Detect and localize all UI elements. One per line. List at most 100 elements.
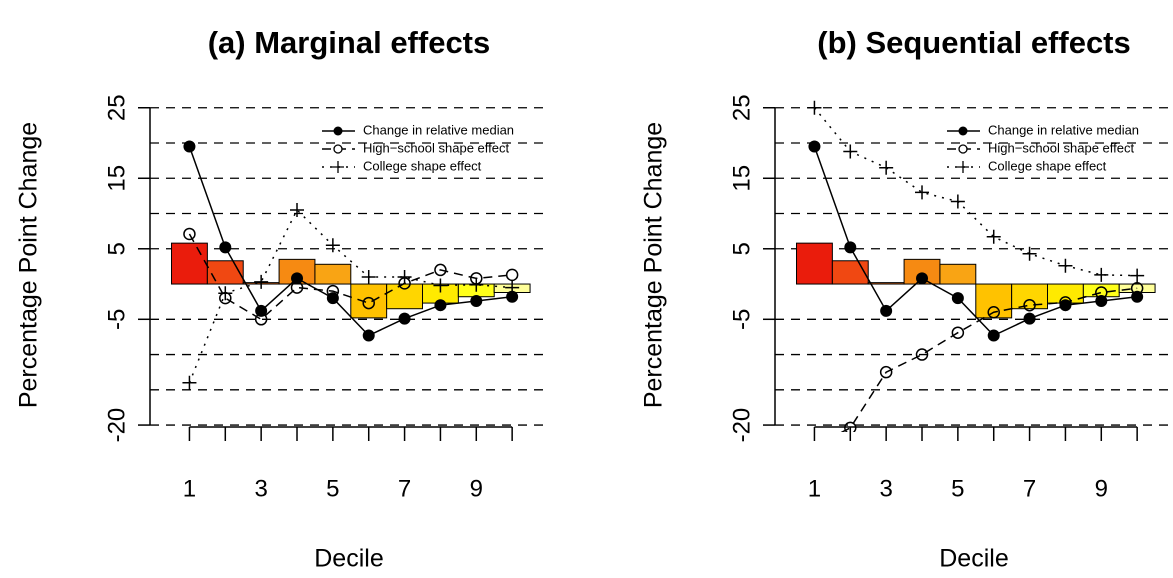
- x-tick-label: 5: [951, 475, 964, 502]
- plot-area: [150, 107, 548, 426]
- point: [434, 263, 447, 277]
- point: [1058, 258, 1073, 273]
- bar: [831, 260, 869, 285]
- point: [1022, 246, 1037, 261]
- bar: [171, 242, 208, 285]
- point: [1059, 296, 1072, 309]
- point: [254, 274, 269, 289]
- point: [362, 329, 375, 342]
- series-line: [188, 146, 513, 337]
- bar: [350, 283, 388, 319]
- point: [325, 238, 340, 253]
- x-tick-label: 9: [470, 475, 483, 502]
- point: [505, 268, 519, 282]
- x-axis-label: Decile: [314, 545, 383, 573]
- series-line: [840, 287, 1138, 432]
- point: [808, 140, 821, 153]
- point: [986, 229, 1001, 244]
- bar: [867, 282, 905, 285]
- x-tick-label: 3: [254, 475, 267, 502]
- legend-marker: [958, 126, 968, 136]
- point: [880, 304, 893, 317]
- x-axis-label: Decile: [939, 545, 1008, 573]
- legend: Change in relative median High−school sha…: [947, 122, 1139, 173]
- legend-label: Change in relative median: [988, 122, 1139, 137]
- point: [844, 241, 857, 254]
- point: [183, 227, 196, 241]
- point: [362, 296, 375, 310]
- legend: Change in relative median High−school sha…: [322, 122, 514, 173]
- point: [879, 365, 893, 379]
- legend-marker: [333, 144, 343, 154]
- legend-symbol: [333, 126, 343, 136]
- point: [434, 299, 447, 312]
- bar: [1011, 283, 1049, 310]
- bar: [796, 242, 833, 285]
- point: [915, 348, 929, 361]
- point: [951, 326, 965, 339]
- series-line: [813, 107, 1138, 277]
- point: [326, 284, 340, 298]
- point: [987, 329, 1000, 342]
- point: [361, 269, 376, 284]
- bar: [939, 263, 977, 285]
- point: [807, 100, 822, 115]
- y-tick-label: -20: [728, 408, 755, 443]
- point: [290, 203, 305, 217]
- x-tick-label: 7: [398, 475, 411, 502]
- point: [470, 294, 483, 307]
- y-tick-label: 5: [103, 242, 130, 255]
- y-axis-label: Percentage Point Change: [640, 122, 668, 408]
- point: [254, 313, 268, 326]
- series-line: [188, 208, 513, 384]
- point: [469, 277, 484, 292]
- point: [1094, 267, 1109, 282]
- point: [433, 278, 448, 293]
- point: [182, 375, 197, 390]
- x-tick-label: 9: [1095, 475, 1108, 502]
- y-tick-label: -20: [103, 408, 130, 443]
- x-tick-label: 1: [808, 475, 821, 502]
- point: [879, 160, 894, 175]
- point: [1023, 298, 1036, 312]
- point: [844, 421, 857, 432]
- legend-label: High−school shape effect: [363, 140, 509, 155]
- legend-marker: [957, 161, 969, 173]
- point: [1023, 312, 1036, 325]
- series-line: [188, 233, 513, 321]
- x-tick-label: 7: [1023, 475, 1036, 502]
- legend-label: High−school shape effect: [988, 140, 1134, 155]
- point: [290, 281, 304, 294]
- point: [1130, 268, 1145, 283]
- point: [1095, 286, 1108, 299]
- point: [183, 140, 196, 153]
- point: [219, 241, 232, 254]
- point: [843, 144, 858, 159]
- plot-area: [775, 100, 1173, 432]
- y-axis-label: Percentage Point Change: [15, 122, 43, 408]
- legend-marker: [333, 126, 343, 136]
- point: [987, 305, 1000, 319]
- chart-title: (a) Marginal effects: [208, 25, 491, 60]
- legend-symbol: [333, 144, 343, 154]
- legend-symbol: [958, 144, 968, 154]
- y-tick-label: -5: [103, 309, 130, 330]
- legend-label: College shape effect: [988, 158, 1107, 173]
- bar: [206, 260, 244, 285]
- y-tick-label: 15: [103, 165, 130, 192]
- legend-symbol: [958, 126, 968, 136]
- y-tick-label: 15: [728, 165, 755, 192]
- chart-title: (b) Sequential effects: [817, 25, 1131, 60]
- legend-marker: [958, 144, 968, 154]
- point: [397, 269, 412, 284]
- bar: [314, 263, 352, 285]
- legend-label: College shape effect: [363, 158, 482, 173]
- x-tick-label: 5: [326, 475, 339, 502]
- point: [916, 272, 929, 285]
- x-tick-label: 1: [183, 475, 196, 502]
- point: [506, 290, 519, 303]
- point: [950, 194, 965, 209]
- point: [291, 272, 304, 285]
- point: [398, 312, 411, 325]
